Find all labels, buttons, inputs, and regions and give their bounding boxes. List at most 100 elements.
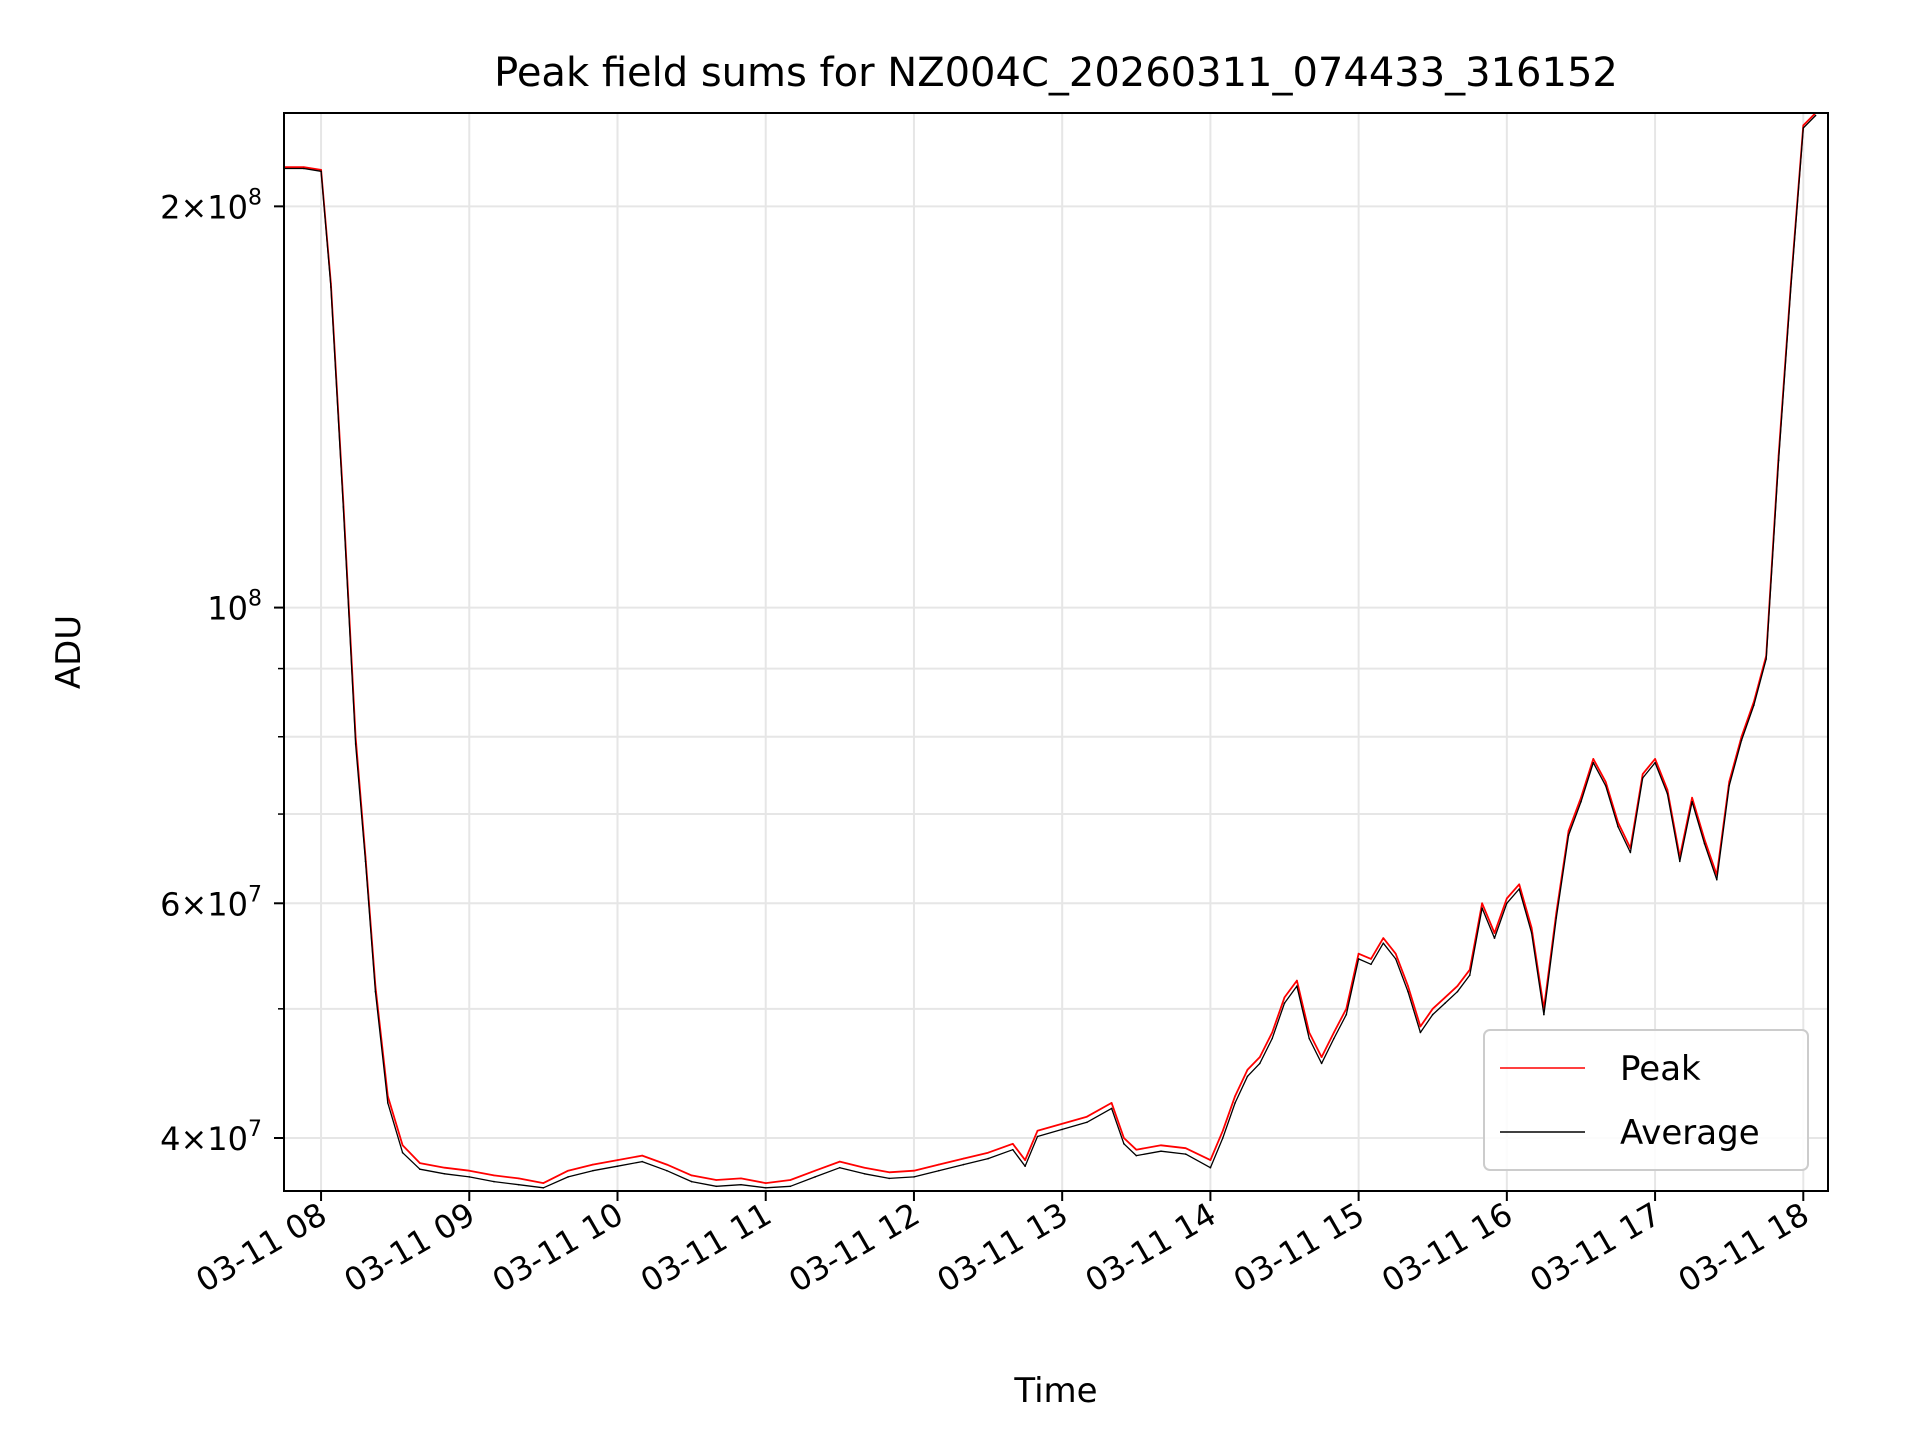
data-point-average [1444, 1002, 1446, 1004]
data-point-peak [1431, 1008, 1434, 1010]
data-point-peak [913, 1169, 915, 1172]
data-point-average [1506, 902, 1508, 905]
data-point-average [1469, 974, 1471, 976]
data-point-peak [888, 1171, 890, 1174]
data-point-peak [1580, 796, 1582, 799]
data-point-peak [468, 1169, 471, 1172]
data-point-average [789, 1185, 792, 1188]
data-point-average [1716, 878, 1718, 881]
data-point-peak [641, 1154, 643, 1157]
data-point-peak [1086, 1115, 1088, 1118]
data-point-peak [320, 169, 322, 171]
data-point-average [1777, 459, 1780, 462]
data-point-average [1394, 958, 1397, 960]
data-point-peak [1357, 952, 1360, 955]
data-point-peak [1407, 985, 1409, 987]
data-point-peak [1419, 1025, 1422, 1028]
data-point-peak [1012, 1143, 1014, 1145]
data-point-peak [1394, 952, 1397, 955]
data-point-peak [1296, 979, 1298, 982]
legend-label-peak: Peak [1620, 1049, 1701, 1089]
data-point-peak [1308, 1031, 1310, 1034]
data-point-average [1209, 1166, 1212, 1169]
data-point-average [1753, 704, 1755, 706]
data-point-average [1617, 825, 1619, 828]
data-point-peak [764, 1182, 767, 1184]
data-point-peak [1518, 883, 1520, 886]
data-point-peak [1604, 781, 1607, 783]
data-point-peak [1234, 1095, 1236, 1097]
data-point-peak [1740, 736, 1743, 738]
data-point-average [839, 1166, 841, 1169]
data-point-average [468, 1176, 471, 1178]
data-point-average [1654, 761, 1656, 764]
data-point-average [1814, 114, 1817, 117]
data-point-average [987, 1157, 989, 1160]
series-line-peak [284, 112, 1817, 1184]
data-point-peak [1024, 1159, 1026, 1161]
data-point-average [1012, 1148, 1014, 1151]
data-point-peak [303, 166, 305, 168]
data-point-average [1740, 739, 1743, 742]
data-point-average [320, 170, 322, 173]
data-point-average [1234, 1102, 1236, 1104]
data-point-peak [740, 1177, 742, 1180]
data-point-average [740, 1183, 742, 1186]
data-point-peak [401, 1144, 404, 1147]
y-tick-label: 2×108 [160, 185, 262, 226]
chart-title: Peak field sums for NZ004C_20260311_0744… [494, 50, 1618, 96]
data-point-peak [1246, 1069, 1249, 1071]
grid [284, 113, 1828, 1191]
y-tick-label: 4×107 [160, 1117, 262, 1158]
data-point-average [1456, 990, 1459, 993]
data-point-peak [1283, 996, 1286, 999]
x-axis-label: Time [1013, 1371, 1097, 1411]
data-point-average [443, 1173, 446, 1175]
data-point-average [1357, 958, 1360, 960]
data-point-average [863, 1173, 866, 1175]
data-point-average [1543, 1013, 1545, 1016]
data-point-peak [1617, 821, 1619, 824]
data-point-average [962, 1163, 965, 1166]
data-point-peak [1036, 1130, 1039, 1132]
data-point-average [592, 1169, 594, 1172]
data-point-average [1592, 761, 1595, 764]
data-point-average [364, 860, 367, 863]
data-point-average [1518, 888, 1520, 890]
data-point-peak [1481, 902, 1483, 905]
data-point-peak [1666, 789, 1669, 791]
data-point-peak [863, 1166, 866, 1169]
data-point-average [1160, 1150, 1162, 1152]
data-point-average [1407, 990, 1409, 993]
data-point-peak [1259, 1056, 1261, 1058]
data-point-peak [1592, 758, 1595, 760]
data-point-average [401, 1151, 404, 1154]
data-point-peak [592, 1163, 594, 1166]
data-point-average [493, 1180, 495, 1183]
data-point-average [814, 1176, 816, 1178]
data-point-average [1024, 1165, 1026, 1167]
data-point-peak [1641, 773, 1644, 775]
data-point-average [1333, 1037, 1335, 1040]
data-point-average [1123, 1143, 1125, 1145]
data-point-peak [1456, 985, 1459, 987]
data-point-average [1703, 842, 1706, 845]
data-point-peak [616, 1159, 619, 1161]
data-point-average [1110, 1107, 1113, 1110]
data-point-average [1728, 785, 1730, 787]
data-point-peak [419, 1162, 421, 1164]
y-tick-label: 6×107 [160, 882, 262, 923]
data-point-peak [814, 1169, 816, 1172]
data-point-average [690, 1180, 693, 1183]
data-point-peak [1333, 1031, 1335, 1034]
data-point-peak [1493, 932, 1496, 934]
data-point-average [1036, 1135, 1039, 1138]
series-peak [283, 112, 1817, 1184]
legend-label-average: Average [1620, 1113, 1760, 1153]
data-point-average [374, 990, 377, 993]
data-point-peak [1382, 937, 1385, 939]
y-tick-label: 108 [207, 587, 262, 628]
data-point-average [1802, 127, 1805, 129]
data-point-peak [1320, 1056, 1323, 1058]
